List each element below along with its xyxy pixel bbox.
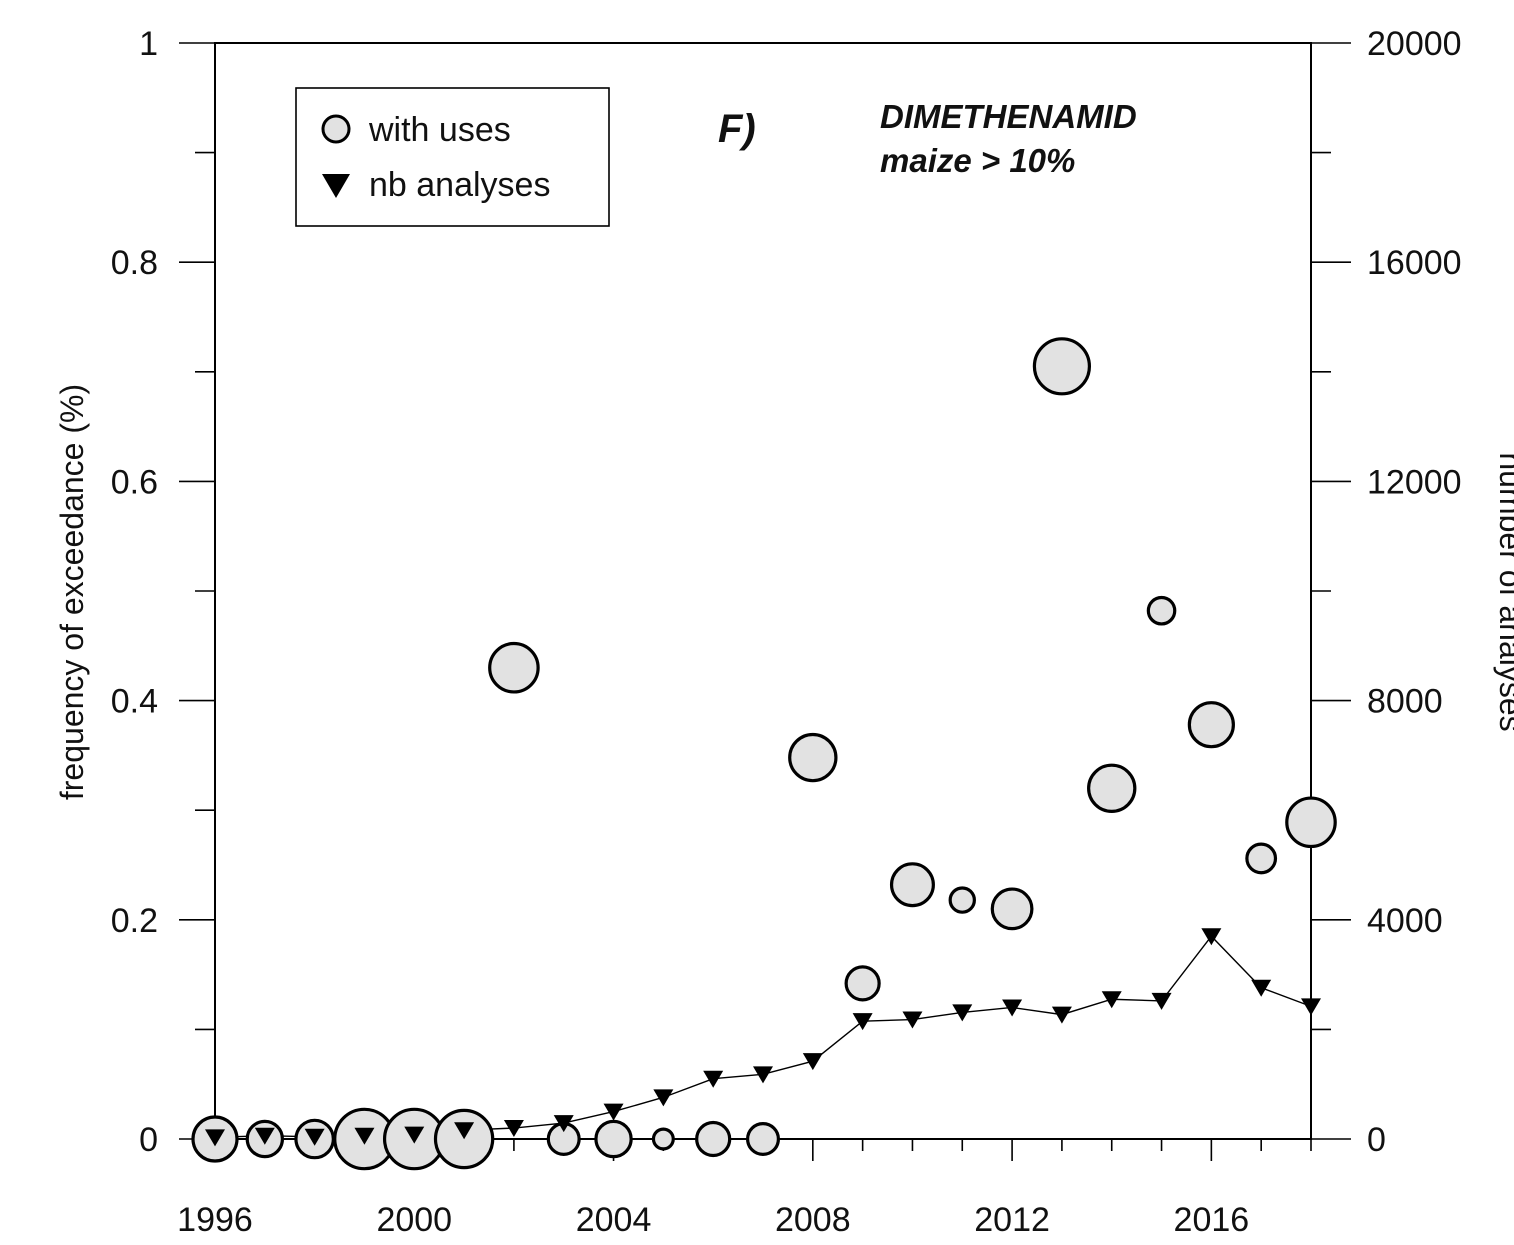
with-uses-point (788, 732, 838, 783)
nb-analyses-point (503, 1120, 524, 1138)
nb-analyses-point (802, 1053, 823, 1071)
nb-analyses-point (205, 1129, 225, 1147)
nb-analyses-point (603, 1103, 624, 1121)
with-uses-point (1146, 595, 1177, 626)
panel-label: F) (718, 107, 756, 151)
x-tick-label: 2000 (376, 1201, 452, 1239)
nb-analyses-point (902, 1011, 923, 1029)
nb-analyses-point (852, 1013, 873, 1031)
y-right-tick-label: 8000 (1367, 683, 1443, 721)
nb-analyses-point (304, 1128, 325, 1146)
nb-analyses-point (653, 1089, 674, 1107)
nb-analyses-point (1051, 1006, 1072, 1024)
nb-analyses-point (553, 1115, 574, 1133)
nb-analyses-line (214, 935, 1312, 1139)
nb-analyses-point (1301, 998, 1321, 1016)
nb-analyses-point (703, 1070, 724, 1088)
nb-analyses-point (753, 1066, 773, 1084)
y-right-tick-label: 16000 (1367, 244, 1462, 282)
with-uses-point (745, 1121, 780, 1156)
with-uses-point (488, 641, 540, 694)
nb-analyses-point (454, 1122, 475, 1140)
annotation-compound: DIMETHENAMID (880, 98, 1137, 135)
annotation-crop: maize > 10% (880, 142, 1075, 179)
y-axis-left-title: frequency of exceedance (%) (54, 384, 90, 800)
nb-analyses-point (1251, 979, 1272, 997)
with-uses-point (948, 886, 976, 914)
y-right-tick-label: 4000 (1367, 902, 1443, 940)
legend-triangle-marker (322, 174, 350, 198)
nb-analyses-point (254, 1127, 275, 1145)
y-left-tick-label: 0 (139, 1121, 158, 1159)
y-left-tick-label: 0.8 (111, 244, 158, 282)
with-uses-point (1032, 337, 1092, 396)
legend: with uses nb analyses (295, 87, 610, 227)
with-uses-point (1187, 701, 1235, 749)
x-tick-label: 1996 (177, 1201, 253, 1239)
legend-box (295, 87, 610, 227)
with-uses-point (1245, 842, 1278, 875)
with-uses-point (844, 965, 881, 1002)
nb-analyses-point (952, 1004, 973, 1022)
x-tick-label: 2016 (1174, 1201, 1250, 1239)
with-uses-point (889, 862, 935, 908)
y-right-tick-label: 20000 (1367, 25, 1462, 63)
y-left-tick-label: 1 (139, 25, 158, 63)
x-tick-label: 2012 (974, 1201, 1050, 1239)
x-tick-label: 2008 (775, 1201, 851, 1239)
nb-analyses-point (404, 1126, 425, 1144)
x-tick-label: 2004 (576, 1201, 652, 1239)
with-uses-point (594, 1119, 633, 1159)
y-left-tick-label: 0.6 (111, 463, 158, 501)
y-right-tick-label: 0 (1367, 1121, 1386, 1159)
with-uses-point (695, 1120, 732, 1158)
legend-label-with-uses: with uses (368, 111, 511, 149)
nb-analyses-point (1002, 999, 1023, 1017)
with-uses-point (1087, 763, 1137, 813)
legend-label-nb-analyses: nb analyses (369, 166, 550, 204)
nb-analyses-point (1151, 992, 1172, 1010)
legend-circle-marker (321, 114, 351, 144)
nb-analyses-point (354, 1127, 375, 1145)
nb-analyses-point (1101, 991, 1122, 1009)
with-uses-point (1285, 796, 1337, 849)
with-uses-point (990, 887, 1034, 931)
y-left-tick-label: 0.4 (111, 683, 158, 721)
y-right-tick-label: 12000 (1367, 463, 1462, 501)
y-axis-right-title: number of analyses (1493, 452, 1514, 731)
nb-analyses-point (1201, 928, 1222, 946)
with-uses-point (651, 1127, 675, 1151)
y-left-tick-label: 0.2 (111, 902, 158, 940)
